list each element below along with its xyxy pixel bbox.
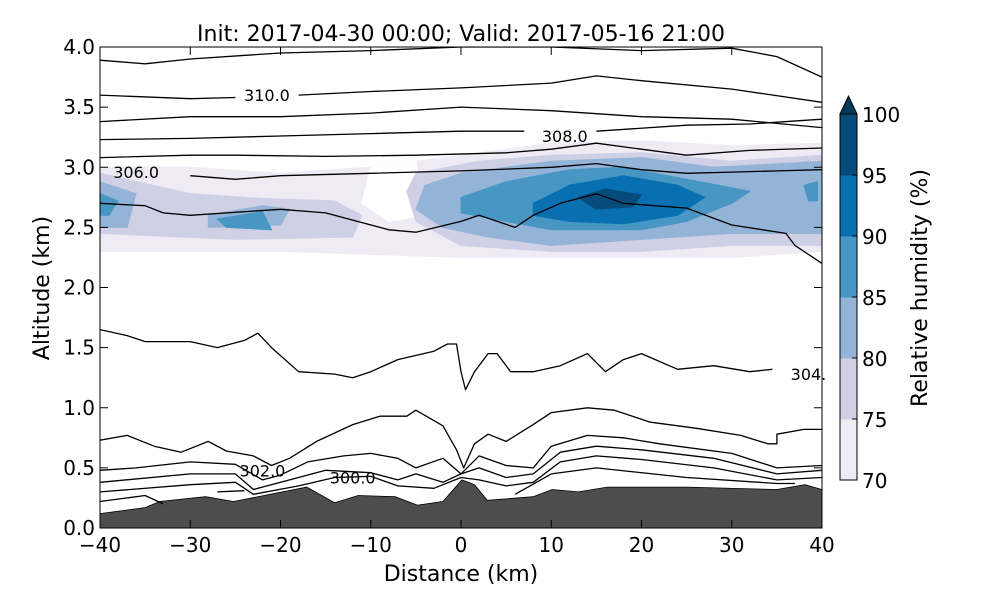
- y-tick-label: 0.5: [63, 456, 95, 480]
- y-axis-label: Altitude (km): [30, 216, 55, 360]
- terrain-fill: [100, 479, 822, 528]
- colorbar-segment-75: [840, 358, 857, 420]
- humidity-region-85: [216, 211, 272, 231]
- theta-contour-line: [298, 75, 822, 103]
- theta-contour-line: [514, 467, 795, 495]
- humidity-region-85: [803, 181, 818, 202]
- theta-contour-line: [100, 434, 822, 481]
- y-tick-label: 2.0: [63, 276, 95, 300]
- y-tick-label: 2.5: [63, 215, 95, 239]
- colorbar-segment-70: [840, 419, 857, 481]
- theta-contour-line: [100, 455, 822, 495]
- humidity-region-75: [100, 172, 363, 240]
- y-tick-label: 1.5: [63, 336, 95, 360]
- y-tick-label: 3.5: [63, 95, 95, 119]
- x-tick-label: −10: [350, 533, 392, 557]
- humidity-region-85: [100, 193, 119, 216]
- y-tick-label: 0.0: [63, 516, 95, 540]
- colorbar-tick-label: 90: [862, 225, 887, 249]
- theta-contour-line: [100, 142, 822, 159]
- theta-contour-line: [190, 162, 822, 180]
- theta-contour-line: [100, 130, 525, 141]
- colorbar-tick-label: 70: [862, 469, 887, 493]
- theta-contour-line: [100, 193, 822, 264]
- axes: −40 −30 −20 −10 0 10 20 30 40 0.0 0.5 1.0 1.5 2.0 2.5 3…: [63, 35, 835, 557]
- contour-label: 300.0: [330, 468, 376, 487]
- colorbar-segment-85: [840, 236, 857, 298]
- theta-contour-line: [100, 328, 773, 391]
- contour-label: 310.0: [244, 86, 290, 105]
- contour-label-layer: 310.0 308.0 306.0 304. 302.0 300.0: [113, 86, 826, 487]
- theta-contour-line: [596, 118, 822, 132]
- colorbar-tick-label: 75: [862, 408, 887, 432]
- colorbar: 70 75 80 85 90 95 100: [839, 94, 900, 493]
- colorbar-label: Relative humidity (%): [908, 169, 933, 407]
- contour-label: 302.0: [240, 461, 286, 480]
- contour-label: 304.: [791, 365, 827, 384]
- terrain-layer: [100, 479, 822, 528]
- theta-contour-line: [217, 490, 245, 493]
- x-tick-label: 30: [719, 533, 744, 557]
- chart-title: Init: 2017-04-30 00:00; Valid: 2017-05-1…: [197, 22, 725, 47]
- colorbar-extend-arrow: [839, 94, 858, 115]
- y-tick-label: 1.0: [63, 396, 95, 420]
- colorbar-tick-label: 80: [862, 347, 887, 371]
- theta-contour-line: [100, 494, 164, 505]
- x-tick-label: −40: [79, 533, 121, 557]
- y-tick-label: 4.0: [63, 35, 95, 59]
- contour-label: 306.0: [113, 163, 159, 182]
- x-tick-label: 10: [539, 533, 564, 557]
- colorbar-tick-label: 100: [862, 103, 900, 127]
- theta-contour-line: [100, 445, 822, 491]
- theta-contour-line: [100, 407, 822, 469]
- x-tick-label: 20: [629, 533, 654, 557]
- theta-contour-line: [100, 47, 822, 78]
- x-tick-label: −20: [259, 533, 301, 557]
- colorbar-segment-90: [840, 175, 857, 237]
- x-tick-label: 40: [809, 533, 834, 557]
- humidity-fill-layer: [100, 140, 822, 258]
- colorbar-tick-label: 85: [862, 286, 887, 310]
- colorbar-segment-80: [840, 297, 857, 359]
- colorbar-tick-label: 95: [862, 164, 887, 188]
- x-tick-label: 0: [455, 533, 468, 557]
- x-axis-label: Distance (km): [384, 562, 539, 587]
- theta-contour-layer: [100, 47, 822, 505]
- theta-contour-line: [100, 106, 822, 129]
- humidity-region-0: [361, 160, 426, 222]
- x-tick-label: −30: [169, 533, 211, 557]
- theta-contour-line: [100, 94, 236, 100]
- contour-label: 308.0: [542, 127, 588, 146]
- colorbar-segment-95: [840, 114, 857, 176]
- y-tick-label: 3.0: [63, 155, 95, 179]
